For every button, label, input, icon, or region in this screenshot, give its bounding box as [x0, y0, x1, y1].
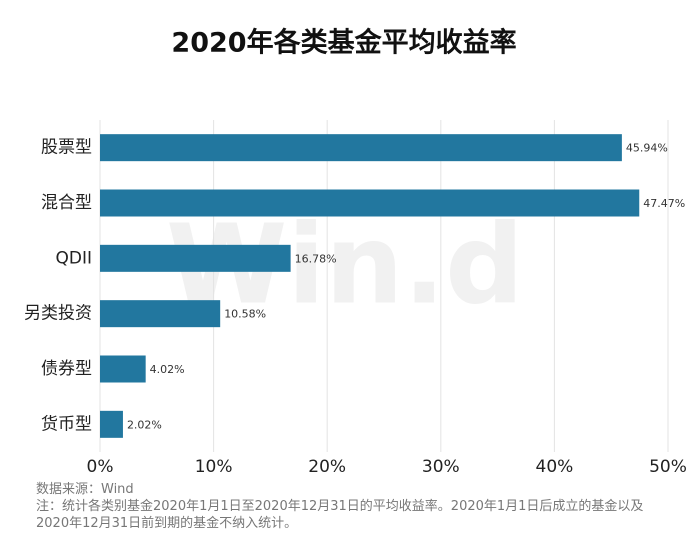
y-tick-label: 另类投资	[24, 304, 92, 324]
bar	[100, 355, 146, 383]
value-label: 10.58%	[224, 308, 266, 321]
note: 注：统计各类别基金2020年1月1日至2020年12月31日的平均收益率。202…	[36, 499, 644, 531]
value-label: 16.78%	[295, 252, 337, 265]
source: 数据来源：Wind	[36, 482, 134, 497]
bar	[100, 189, 640, 217]
value-label: 4.02%	[150, 363, 185, 376]
y-tick-label: 货币型	[41, 414, 92, 434]
value-label: 47.47%	[643, 197, 685, 210]
x-tick-label: 30%	[422, 457, 460, 477]
value-label: 45.94%	[626, 142, 668, 155]
bar	[100, 410, 123, 438]
x-tick-label: 20%	[308, 457, 346, 477]
y-tick-label: 债券型	[41, 359, 92, 379]
y-tick-label: 股票型	[41, 138, 92, 158]
y-tick-label: 混合型	[41, 193, 92, 213]
bar	[100, 244, 291, 272]
x-tick-label: 10%	[195, 457, 233, 477]
x-tick-label: 50%	[649, 457, 687, 477]
y-tick-label: QDII	[56, 248, 93, 268]
chart-title: 2020年各类基金平均收益率	[171, 27, 516, 59]
bar	[100, 300, 221, 328]
x-tick-label: 40%	[536, 457, 574, 477]
bar	[100, 134, 622, 162]
x-tick-label: 0%	[87, 457, 114, 477]
value-label: 2.02%	[127, 418, 162, 431]
